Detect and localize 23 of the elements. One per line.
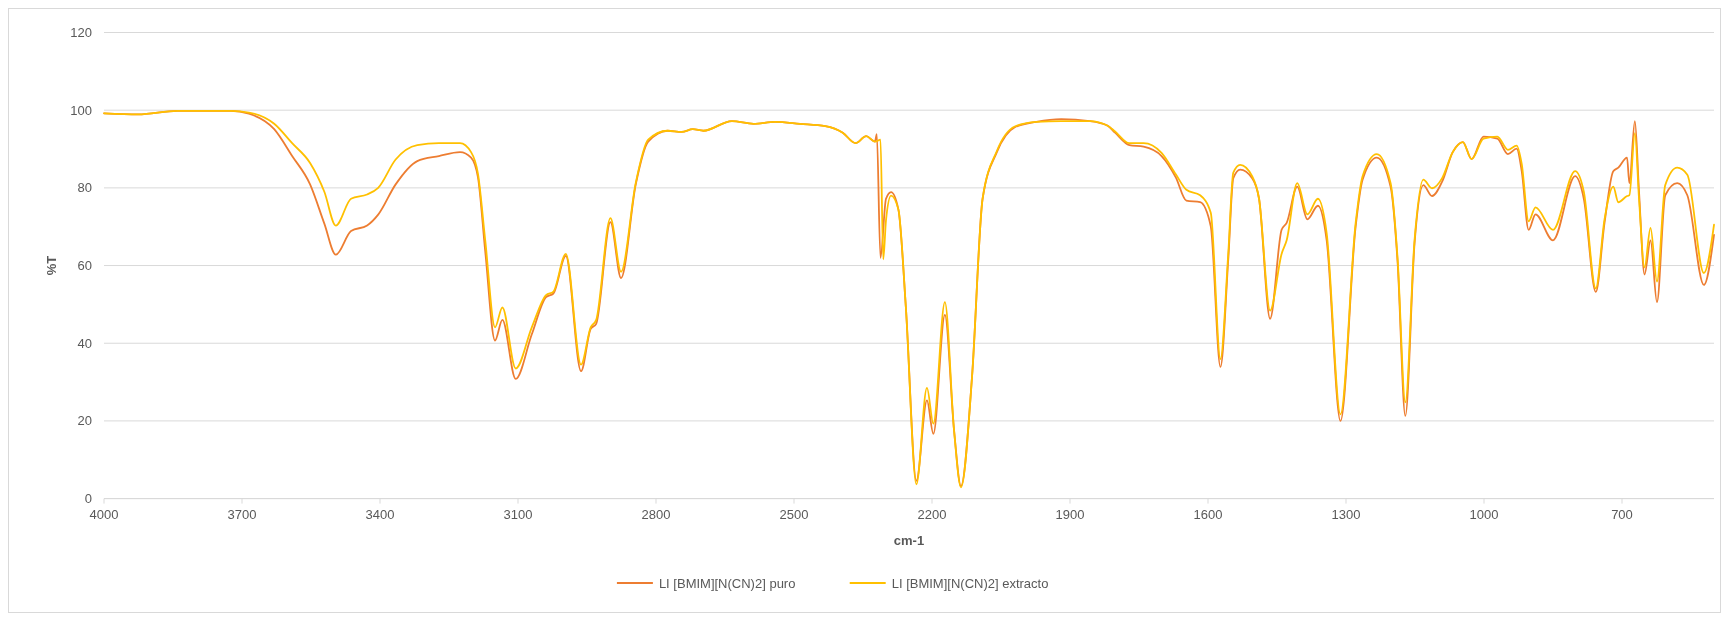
y-tick-label: 0	[84, 491, 92, 507]
legend-label: LI [BMIM][N(CN)2] puro	[658, 575, 796, 591]
x-tick-label: 700	[1611, 506, 1633, 522]
x-tick-label: 1300	[1331, 506, 1361, 522]
x-tick-label: 1000	[1469, 506, 1499, 522]
x-tick-label: 3100	[503, 506, 533, 522]
y-tick-label: 60	[77, 258, 92, 274]
y-tick-label: 40	[77, 335, 92, 351]
legend-label: LI [BMIM][N(CN)2] extracto	[891, 575, 1049, 591]
y-tick-label: 80	[77, 180, 92, 196]
y-tick-label: 120	[70, 25, 92, 40]
x-tick-label: 2200	[917, 506, 947, 522]
y-axis-title: %T	[44, 255, 59, 276]
x-tick-label: 2800	[641, 506, 671, 522]
x-tick-label: 3400	[365, 506, 395, 522]
x-tick-label: 1600	[1193, 506, 1223, 522]
y-tick-label: 100	[70, 102, 92, 118]
x-tick-label: 1900	[1055, 506, 1085, 522]
x-tick-label: 4000	[89, 506, 119, 522]
y-tick-label: 20	[77, 413, 92, 429]
x-tick-label: 3700	[227, 506, 257, 522]
x-tick-label: 2500	[779, 506, 809, 522]
x-axis-title: cm-1	[893, 532, 925, 548]
